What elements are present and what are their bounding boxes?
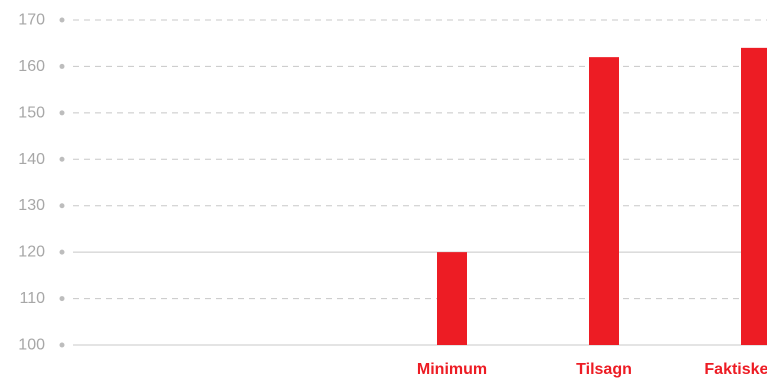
y-tick-label-170: 170 (18, 12, 45, 29)
y-tick-label-140: 140 (18, 151, 45, 168)
bar-faktiske-2011 (741, 47, 767, 345)
bar-tilsagn (589, 57, 619, 346)
y-tick-label-120: 120 (18, 244, 45, 261)
tick-dot-160 (59, 63, 65, 69)
tick-dot-100 (59, 342, 65, 348)
bar-layer (437, 47, 767, 346)
tick-dot-140 (59, 156, 65, 162)
category-label-faktiske-2011: Faktiske 2011 (704, 361, 767, 378)
tick-dot-150 (59, 110, 65, 116)
y-tick-label-110: 110 (19, 290, 45, 307)
label-layer: Minimum Tilsagn Faktiske 2011 (417, 361, 767, 378)
tick-dot-120 (59, 249, 65, 255)
category-label-minimum: Minimum (417, 361, 487, 378)
grid-layer: 100 110 120 130 140 150 160 170 (18, 12, 767, 354)
y-tick-label-100: 100 (18, 337, 45, 354)
tick-dot-110 (59, 296, 65, 302)
tick-dot-170 (59, 17, 65, 23)
y-tick-label-150: 150 (18, 104, 45, 121)
y-tick-label-130: 130 (18, 197, 45, 214)
y-tick-label-160: 160 (18, 58, 45, 75)
category-label-tilsagn: Tilsagn (576, 361, 632, 378)
tick-dot-130 (59, 203, 65, 209)
bar-minimum (437, 252, 467, 345)
